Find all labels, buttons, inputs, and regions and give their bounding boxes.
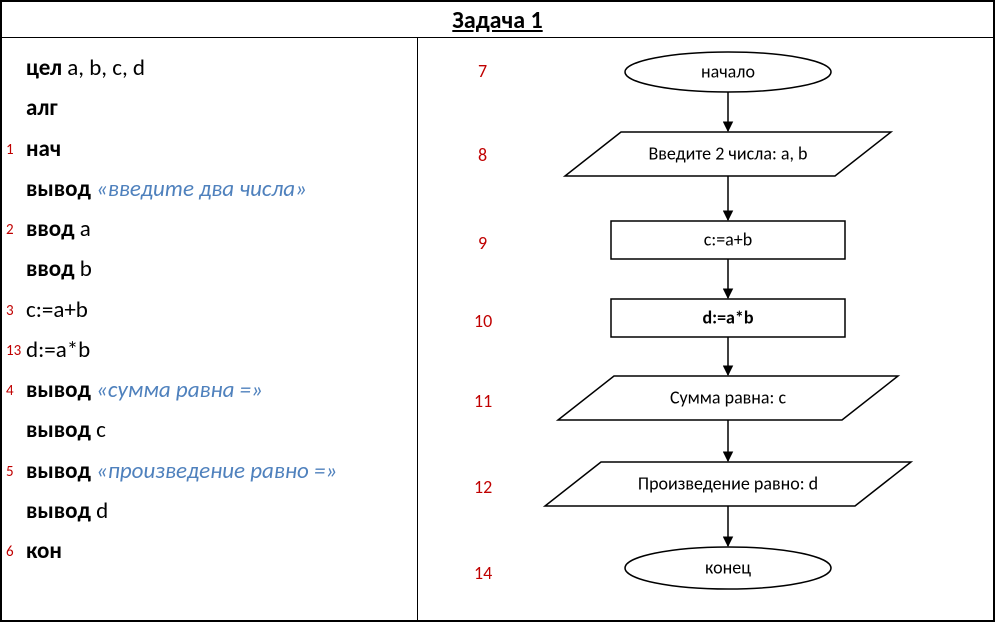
code-keyword: вывод — [26, 497, 91, 525]
code-text: b — [75, 255, 92, 283]
code-keyword: кон — [26, 537, 62, 565]
line-number: 13 — [6, 338, 21, 364]
code-line: 2ввод a — [26, 209, 411, 249]
line-number: 5 — [6, 459, 14, 485]
code-string: «введите два числа» — [96, 175, 307, 203]
code-line: ввод b — [26, 249, 411, 289]
flowchart-number-label: 9 — [478, 232, 487, 254]
code-text: c:=a+b — [26, 296, 88, 324]
flowchart-node-process: d:=a*b — [611, 299, 845, 337]
flowchart-node-io: Введите 2 числа: a, b — [565, 132, 891, 176]
code-line: вывод «введите два числа» — [26, 169, 411, 209]
flowchart-node-label: Введите 2 числа: a, b — [648, 142, 807, 164]
code-keyword: вывод — [26, 175, 91, 203]
page-title: Задача 1 — [452, 6, 542, 35]
flowchart-panel: начало Введите 2 числа: a, b c:=a+b d:=a*b С… — [418, 38, 993, 620]
code-line: 3c:=a+b — [26, 290, 411, 330]
code-string: «произведение равно =» — [96, 457, 337, 485]
code-keyword: ввод — [26, 255, 75, 283]
title-bar: Задача 1 — [2, 2, 993, 38]
code-line: вывод d — [26, 491, 411, 531]
flowchart-node-io: Сумма равна: c — [558, 376, 898, 420]
code-keyword: вывод — [26, 376, 91, 404]
code-line: 13d:=a*b — [26, 330, 411, 370]
flowchart-node-terminator: начало — [625, 52, 831, 92]
content: цел a, b, c, dалг1начвывод «введите два … — [2, 38, 993, 620]
code-text: a — [75, 215, 91, 243]
code-line: цел a, b, c, d — [26, 48, 411, 88]
code-keyword: ввод — [26, 215, 75, 243]
flowchart-node-label: Сумма равна: c — [670, 386, 787, 408]
container: Задача 1 цел a, b, c, dалг1начвывод «вве… — [0, 0, 995, 622]
flowchart-number-label: 10 — [474, 310, 492, 332]
flowchart-node-label: d:=a*b — [702, 306, 753, 328]
flowchart-node-process: c:=a+b — [611, 221, 845, 259]
flowchart-number-label: 14 — [474, 562, 492, 584]
code-keyword: цел — [26, 54, 62, 82]
line-number: 4 — [6, 378, 14, 404]
code-line: алг — [26, 88, 411, 128]
flowchart-node-label: Произведение равно: d — [638, 472, 818, 494]
code-keyword: алг — [26, 94, 58, 122]
code-text: d:=a*b — [26, 336, 90, 364]
flowchart-node-label: конец — [705, 556, 751, 578]
code-panel: цел a, b, c, dалг1начвывод «введите два … — [2, 38, 418, 620]
code-text: d — [91, 497, 108, 525]
code-text: c — [91, 416, 106, 444]
code-line: 5вывод «произведение равно =» — [26, 451, 411, 491]
flowchart-svg: начало Введите 2 числа: a, b c:=a+b d:=a*b С… — [418, 38, 993, 620]
flowchart-number-label: 11 — [474, 390, 492, 412]
line-number: 6 — [6, 539, 14, 565]
flowchart-node-io: Произведение равно: d — [545, 462, 911, 506]
code-keyword: вывод — [26, 416, 91, 444]
line-number: 1 — [6, 137, 14, 163]
code-keyword: вывод — [26, 457, 91, 485]
code-line: 6кон — [26, 531, 411, 571]
code-line: 1нач — [26, 129, 411, 169]
line-number: 2 — [6, 217, 14, 243]
code-string: «сумма равна =» — [96, 376, 263, 404]
code-text: a, b, c, d — [62, 54, 145, 82]
line-number: 3 — [6, 298, 14, 324]
flowchart-number-label: 12 — [474, 476, 492, 498]
code-line: 4вывод «сумма равна =» — [26, 370, 411, 410]
flowchart-number-label: 8 — [478, 144, 487, 166]
code-line: вывод c — [26, 410, 411, 450]
flowchart-number-label: 7 — [478, 60, 487, 82]
flowchart-node-label: c:=a+b — [704, 228, 752, 250]
code-keyword: нач — [26, 135, 61, 163]
flowchart-node-terminator: конец — [625, 547, 831, 589]
flowchart-node-label: начало — [701, 60, 755, 82]
